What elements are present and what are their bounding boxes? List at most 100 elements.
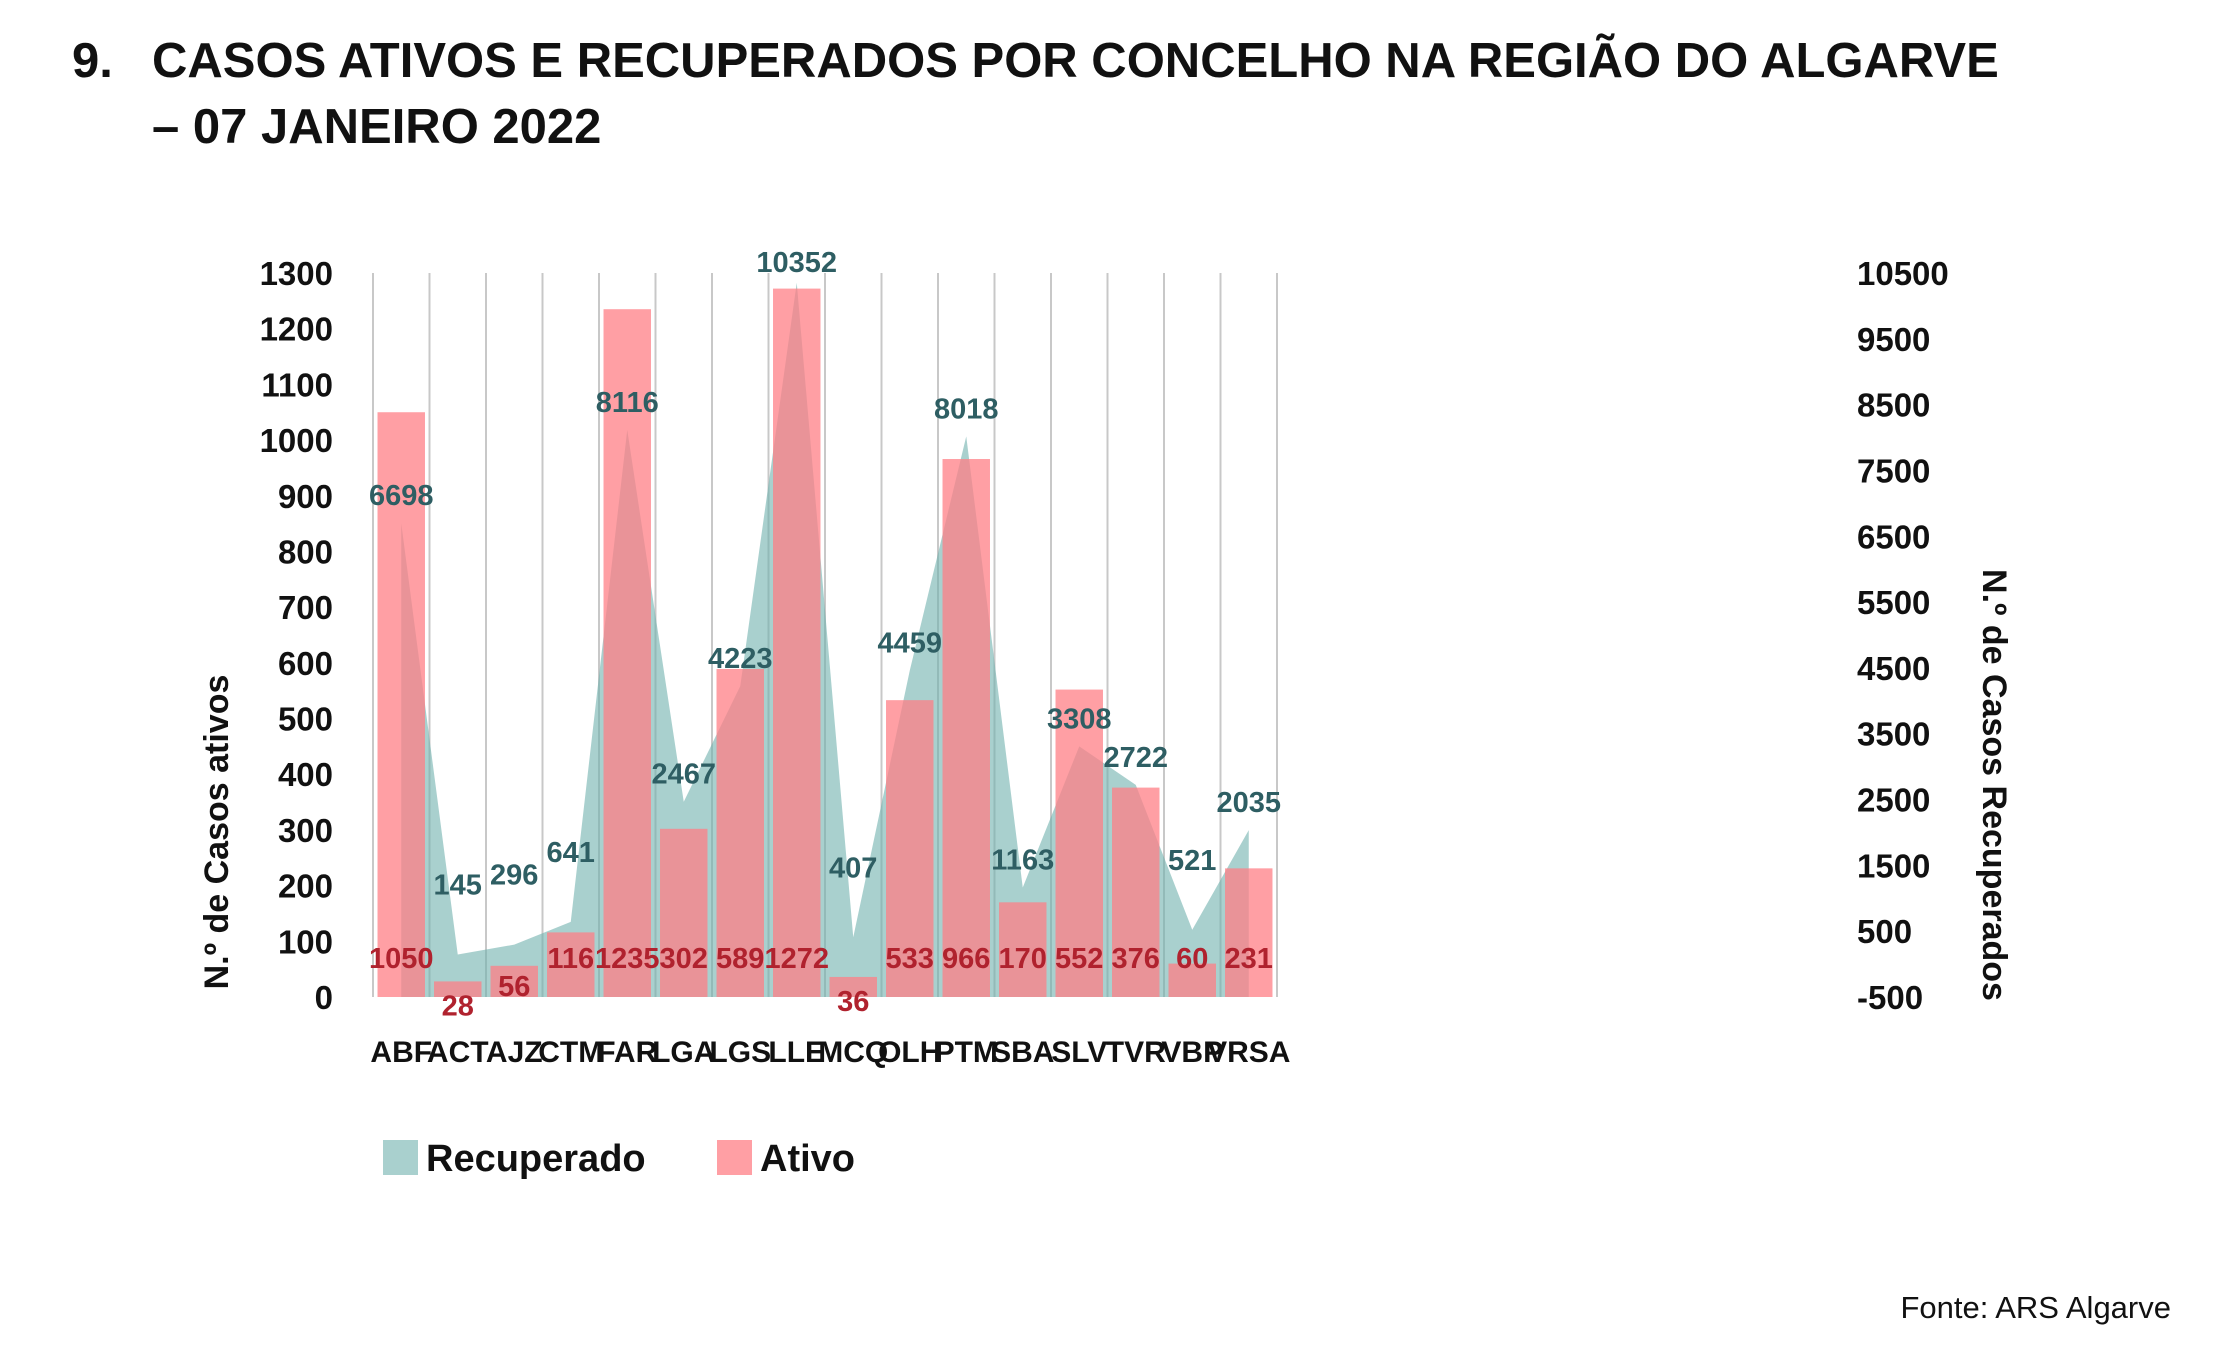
ativo-value-label: 36: [837, 986, 869, 1018]
y-tick-label: 500: [278, 701, 333, 738]
y2-tick-label: 7500: [1857, 452, 1930, 489]
category-label-olh: OLH: [878, 1036, 941, 1069]
ativo-value-label: 589: [716, 943, 764, 975]
heading-line-1: 9. CASOS ATIVOS E RECUPERADOS POR CONCELH…: [72, 28, 2192, 94]
category-label-lga: LGA: [652, 1036, 715, 1069]
recuperado-value-label: 4459: [877, 628, 942, 660]
y-tick-label: 800: [278, 533, 333, 570]
category-label-slv: SLV: [1051, 1036, 1107, 1069]
y2-tick-label: 5500: [1857, 584, 1930, 621]
recuperado-value-label: 4223: [708, 643, 773, 675]
recuperado-value-label: 3308: [1047, 703, 1112, 735]
y-tick-label: 900: [278, 478, 333, 515]
recuperado-value-label: 1163: [991, 845, 1054, 877]
ativo-value-label: 170: [999, 943, 1047, 975]
recuperado-value-label: 145: [434, 870, 482, 902]
recuperado-value-label: 407: [829, 852, 877, 884]
heading-line-2: – 07 JANEIRO 2022: [152, 100, 602, 154]
ativo-value-label: 376: [1112, 943, 1160, 975]
y2-tick-label: 3500: [1857, 716, 1930, 753]
category-label-tvr: TVR: [1106, 1036, 1166, 1069]
ativo-bar-ctm: [547, 932, 595, 997]
recuperado-value-label: 6698: [369, 480, 434, 512]
y-tick-label: 700: [278, 589, 333, 626]
recuperado-value-label: 521: [1168, 845, 1216, 877]
y2-tick-label: 500: [1857, 913, 1912, 950]
ativo-bar-slv: [1055, 689, 1103, 997]
category-label-act: ACT: [427, 1036, 489, 1069]
y-tick-label: 600: [278, 645, 333, 682]
ativo-bar-act: [434, 981, 482, 997]
category-label-ctm: CTM: [538, 1036, 603, 1069]
y-tick-label: 400: [278, 756, 333, 793]
y2-tick-label: -500: [1857, 979, 1923, 1016]
ativo-bar-ptm: [942, 459, 990, 997]
chart-heading: 9. CASOS ATIVOS E RECUPERADOS POR CONCELH…: [72, 28, 2192, 160]
ativo-bar-vbp: [1168, 963, 1216, 997]
ativo-value-label: 116: [547, 943, 594, 975]
ativo-value-label: 231: [1225, 943, 1273, 975]
ativo-bar-vrsa: [1225, 868, 1273, 997]
category-label-vrsa: VRSA: [1207, 1036, 1290, 1069]
y2-axis-title: N.º de Casos Recuperados: [1975, 569, 2013, 1001]
category-label-lgs: LGS: [709, 1036, 771, 1069]
ativo-bar-far: [603, 309, 651, 997]
legend-swatch-recuperado: [383, 1140, 418, 1175]
ativo-bar-lga: [660, 828, 708, 997]
y-tick-label: 0: [315, 979, 333, 1016]
category-label-mcq: MCQ: [818, 1036, 888, 1069]
ativo-bar-lgs: [716, 668, 764, 997]
category-label-ajz: AJZ: [486, 1036, 543, 1069]
y2-tick-label: 9500: [1857, 321, 1930, 358]
category-label-abf: ABF: [370, 1036, 432, 1069]
ativo-value-label: 1272: [764, 943, 829, 975]
ativo-bar-olh: [886, 700, 934, 997]
ativo-value-label: 56: [498, 971, 530, 1003]
recuperado-value-label: 8018: [934, 393, 999, 425]
category-label-ptm: PTM: [935, 1036, 998, 1069]
y2-tick-label: 2500: [1857, 782, 1930, 819]
y-tick-label: 300: [278, 812, 333, 849]
heading-title-main: CASOS ATIVOS E RECUPERADOS POR CONCELHO …: [152, 34, 1999, 88]
y-tick-label: 1000: [260, 422, 333, 459]
legend-swatch-ativo: [717, 1140, 752, 1175]
heading-number: 9.: [72, 34, 113, 88]
ativo-bar-mcq: [829, 976, 877, 997]
recuperado-value-label: 2035: [1216, 787, 1281, 819]
ativo-value-label: 1235: [595, 943, 660, 975]
y-tick-label: 200: [278, 868, 333, 905]
ativo-value-label: 28: [442, 990, 474, 1022]
recuperado-value-label: 2467: [651, 759, 716, 791]
category-label-sba: SBA: [991, 1036, 1054, 1069]
y-tick-label: 100: [278, 923, 333, 960]
recuperado-value-label: 2722: [1103, 742, 1168, 774]
category-label-lle: LLE: [768, 1036, 825, 1069]
y2-tick-label: 1500: [1857, 847, 1930, 884]
recuperado-value-label: 296: [490, 860, 538, 892]
legend-label-recuperado: Recuperado: [426, 1138, 646, 1180]
ativo-bar-lle: [773, 288, 821, 997]
y2-tick-label: 10500: [1857, 255, 1949, 292]
recuperado-value-label: 8116: [596, 387, 659, 419]
ativo-bar-sba: [999, 902, 1047, 997]
ativo-value-label: 302: [660, 943, 708, 975]
category-label-far: FAR: [597, 1036, 657, 1069]
recuperado-value-label: 641: [547, 837, 595, 869]
recuperado-value-label: 10352: [756, 247, 837, 279]
ativo-bar-tvr: [1112, 787, 1160, 997]
category-label-vbp: VBP: [1161, 1036, 1223, 1069]
ativo-value-label: 60: [1176, 943, 1208, 975]
y2-tick-label: 6500: [1857, 518, 1930, 555]
ativo-bar-abf: [377, 412, 425, 997]
y-axis-title: N.º de Casos ativos: [198, 675, 236, 990]
legend-label-ativo: Ativo: [760, 1138, 855, 1180]
ativo-value-label: 552: [1055, 943, 1103, 975]
y-tick-label: 1300: [260, 255, 333, 292]
y-tick-label: 1100: [261, 366, 333, 403]
y-tick-label: 1200: [260, 311, 333, 348]
source-note: Fonte: ARS Algarve: [1900, 1290, 2171, 1325]
y2-tick-label: 8500: [1857, 387, 1930, 424]
ativo-value-label: 533: [886, 943, 934, 975]
ativo-value-label: 966: [942, 943, 990, 975]
